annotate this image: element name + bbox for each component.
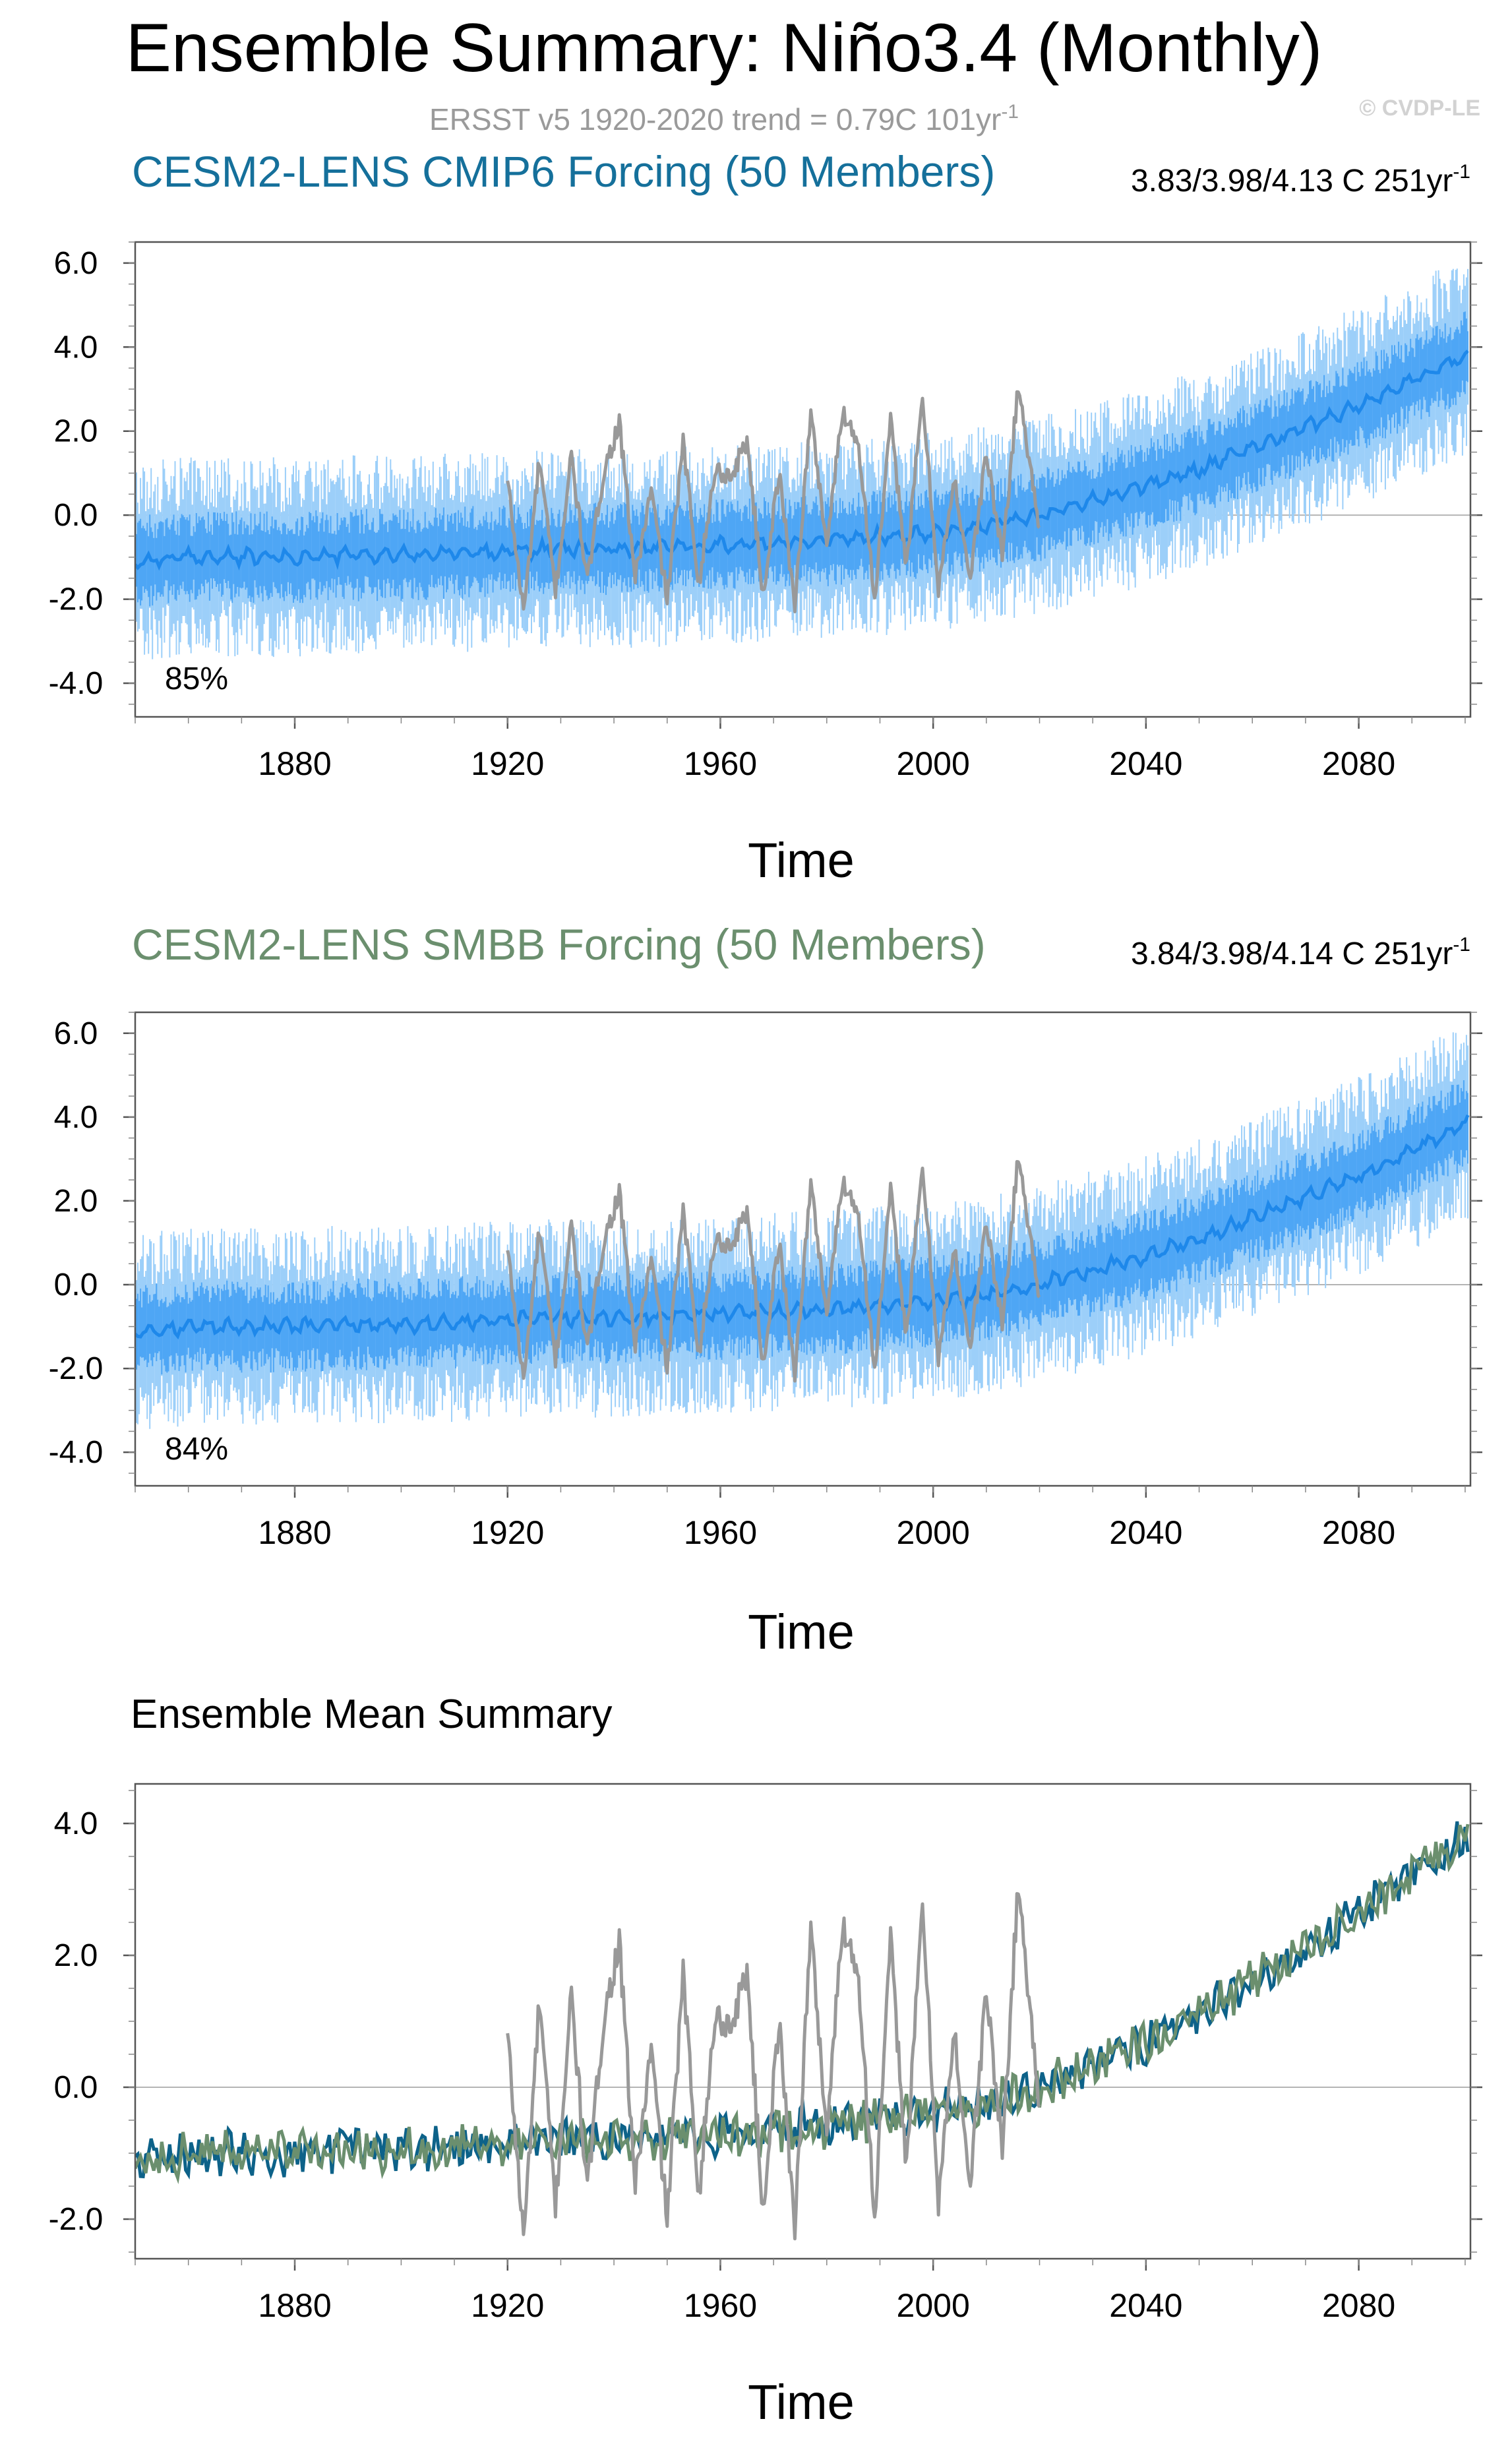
y-tick-label: -2.0 (49, 1351, 104, 1386)
y-tick-label: -4.0 (49, 1435, 104, 1470)
panel-smbb: CESM2-LENS SMBB Forcing (50 Members) 3.8… (49, 920, 1482, 1659)
x-axis-label-mean-summary: Time (748, 2375, 855, 2430)
panel-cmip6: CESM2-LENS CMIP6 Forcing (50 Members) 3.… (49, 147, 1482, 888)
x-tick-label: 2080 (1322, 745, 1395, 782)
x-tick-label: 2040 (1109, 745, 1182, 782)
trend-sup-smbb: -1 (1453, 934, 1470, 956)
y-tick-label: 6.0 (54, 246, 98, 281)
y-tick-label: 0.0 (54, 498, 98, 533)
x-tick-label: 2080 (1322, 2287, 1395, 2324)
y-tick-label: 4.0 (54, 330, 98, 365)
y-tick-label: -2.0 (49, 2202, 104, 2237)
y-tick-label: -4.0 (49, 666, 104, 701)
x-tick-label: 2000 (897, 2287, 970, 2324)
percent-label-smbb: 84% (165, 1432, 228, 1467)
x-axis-label-cmip6: Time (748, 833, 855, 888)
x-tick-label: 1960 (684, 1514, 757, 1551)
y-tick-label: 0.0 (54, 1268, 98, 1302)
plot-area-cmip6: -4.0 -2.0 0.0 2.0 4.0 6.0 1880 1920 1960 2000 2040… (49, 241, 1482, 782)
watermark: © CVDP-LE (1359, 96, 1480, 121)
y-tick-label: 0.0 (54, 2070, 98, 2105)
trend-text-cmip6: 3.83/3.98/4.13 C 251yr (1131, 164, 1453, 199)
observed-line (506, 390, 1041, 613)
plot-frame (134, 1783, 1472, 2260)
trend-sup-cmip6: -1 (1453, 161, 1470, 183)
panel-title-mean-summary: Ensemble Mean Summary (131, 1692, 613, 1737)
x-tick-label: 1880 (258, 745, 331, 782)
trend-text-smbb: 3.84/3.98/4.14 C 251yr (1131, 936, 1453, 971)
plot-frame (134, 241, 1472, 718)
subtitle: ERSST v5 1920-2020 trend = 0.79C 101yr-1 (429, 101, 1019, 137)
x-tick-label: 2000 (897, 1514, 970, 1551)
y-tick-label: 4.0 (54, 1806, 98, 1841)
panel-mean-summary: Ensemble Mean Summary -2.0 0.0 2.0 4.0 1880 1… (49, 1692, 1482, 2430)
observed-line (506, 1160, 1041, 1383)
x-tick-label: 1920 (471, 1514, 544, 1551)
plot-area-mean-summary: -2.0 0.0 2.0 4.0 1880 1920 1960 2000 2040 2080 (49, 1783, 1482, 2324)
plot-body (135, 1032, 1470, 1429)
y-tick-label: 2.0 (54, 414, 98, 449)
plot-body (135, 268, 1470, 659)
x-axis-label-smbb: Time (748, 1605, 855, 1659)
y-tick-label: -2.0 (49, 582, 104, 617)
x-tick-label: 2040 (1109, 2287, 1182, 2324)
y-tick-label: 2.0 (54, 1184, 98, 1219)
y-tick-label: 4.0 (54, 1100, 98, 1135)
observed-line (506, 1892, 1041, 2241)
main-title: Ensemble Summary: Niño3.4 (Monthly) (126, 10, 1323, 86)
x-tick-label: 2080 (1322, 1514, 1395, 1551)
x-tick-label: 2040 (1109, 1514, 1182, 1551)
plot-area-smbb: -4.0 -2.0 0.0 2.0 4.0 6.0 1880 1920 1960 2000 2040… (49, 1011, 1482, 1551)
x-tick-label: 1960 (684, 2287, 757, 2324)
x-tick-label: 1920 (471, 745, 544, 782)
plot-body (135, 1821, 1470, 2241)
plot-frame (134, 1011, 1472, 1487)
x-tick-label: 1880 (258, 1514, 331, 1551)
percent-label-cmip6: 85% (165, 661, 228, 696)
y-tick-label: 2.0 (54, 1938, 98, 1973)
panel-title-smbb: CESM2-LENS SMBB Forcing (50 Members) (132, 920, 986, 969)
trend-label-cmip6: 3.83/3.98/4.13 C 251yr-1 (1131, 161, 1470, 199)
x-tick-label: 2000 (897, 745, 970, 782)
y-tick-label: 6.0 (54, 1016, 98, 1051)
x-tick-label: 1920 (471, 2287, 544, 2324)
x-tick-label: 1960 (684, 745, 757, 782)
subtitle-text: ERSST v5 1920-2020 trend = 0.79C 101yr (429, 102, 1001, 137)
trend-label-smbb: 3.84/3.98/4.14 C 251yr-1 (1131, 934, 1470, 971)
x-tick-label: 1880 (258, 2287, 331, 2324)
subtitle-sup: -1 (1001, 101, 1019, 123)
panel-title-cmip6: CESM2-LENS CMIP6 Forcing (50 Members) (132, 147, 995, 196)
